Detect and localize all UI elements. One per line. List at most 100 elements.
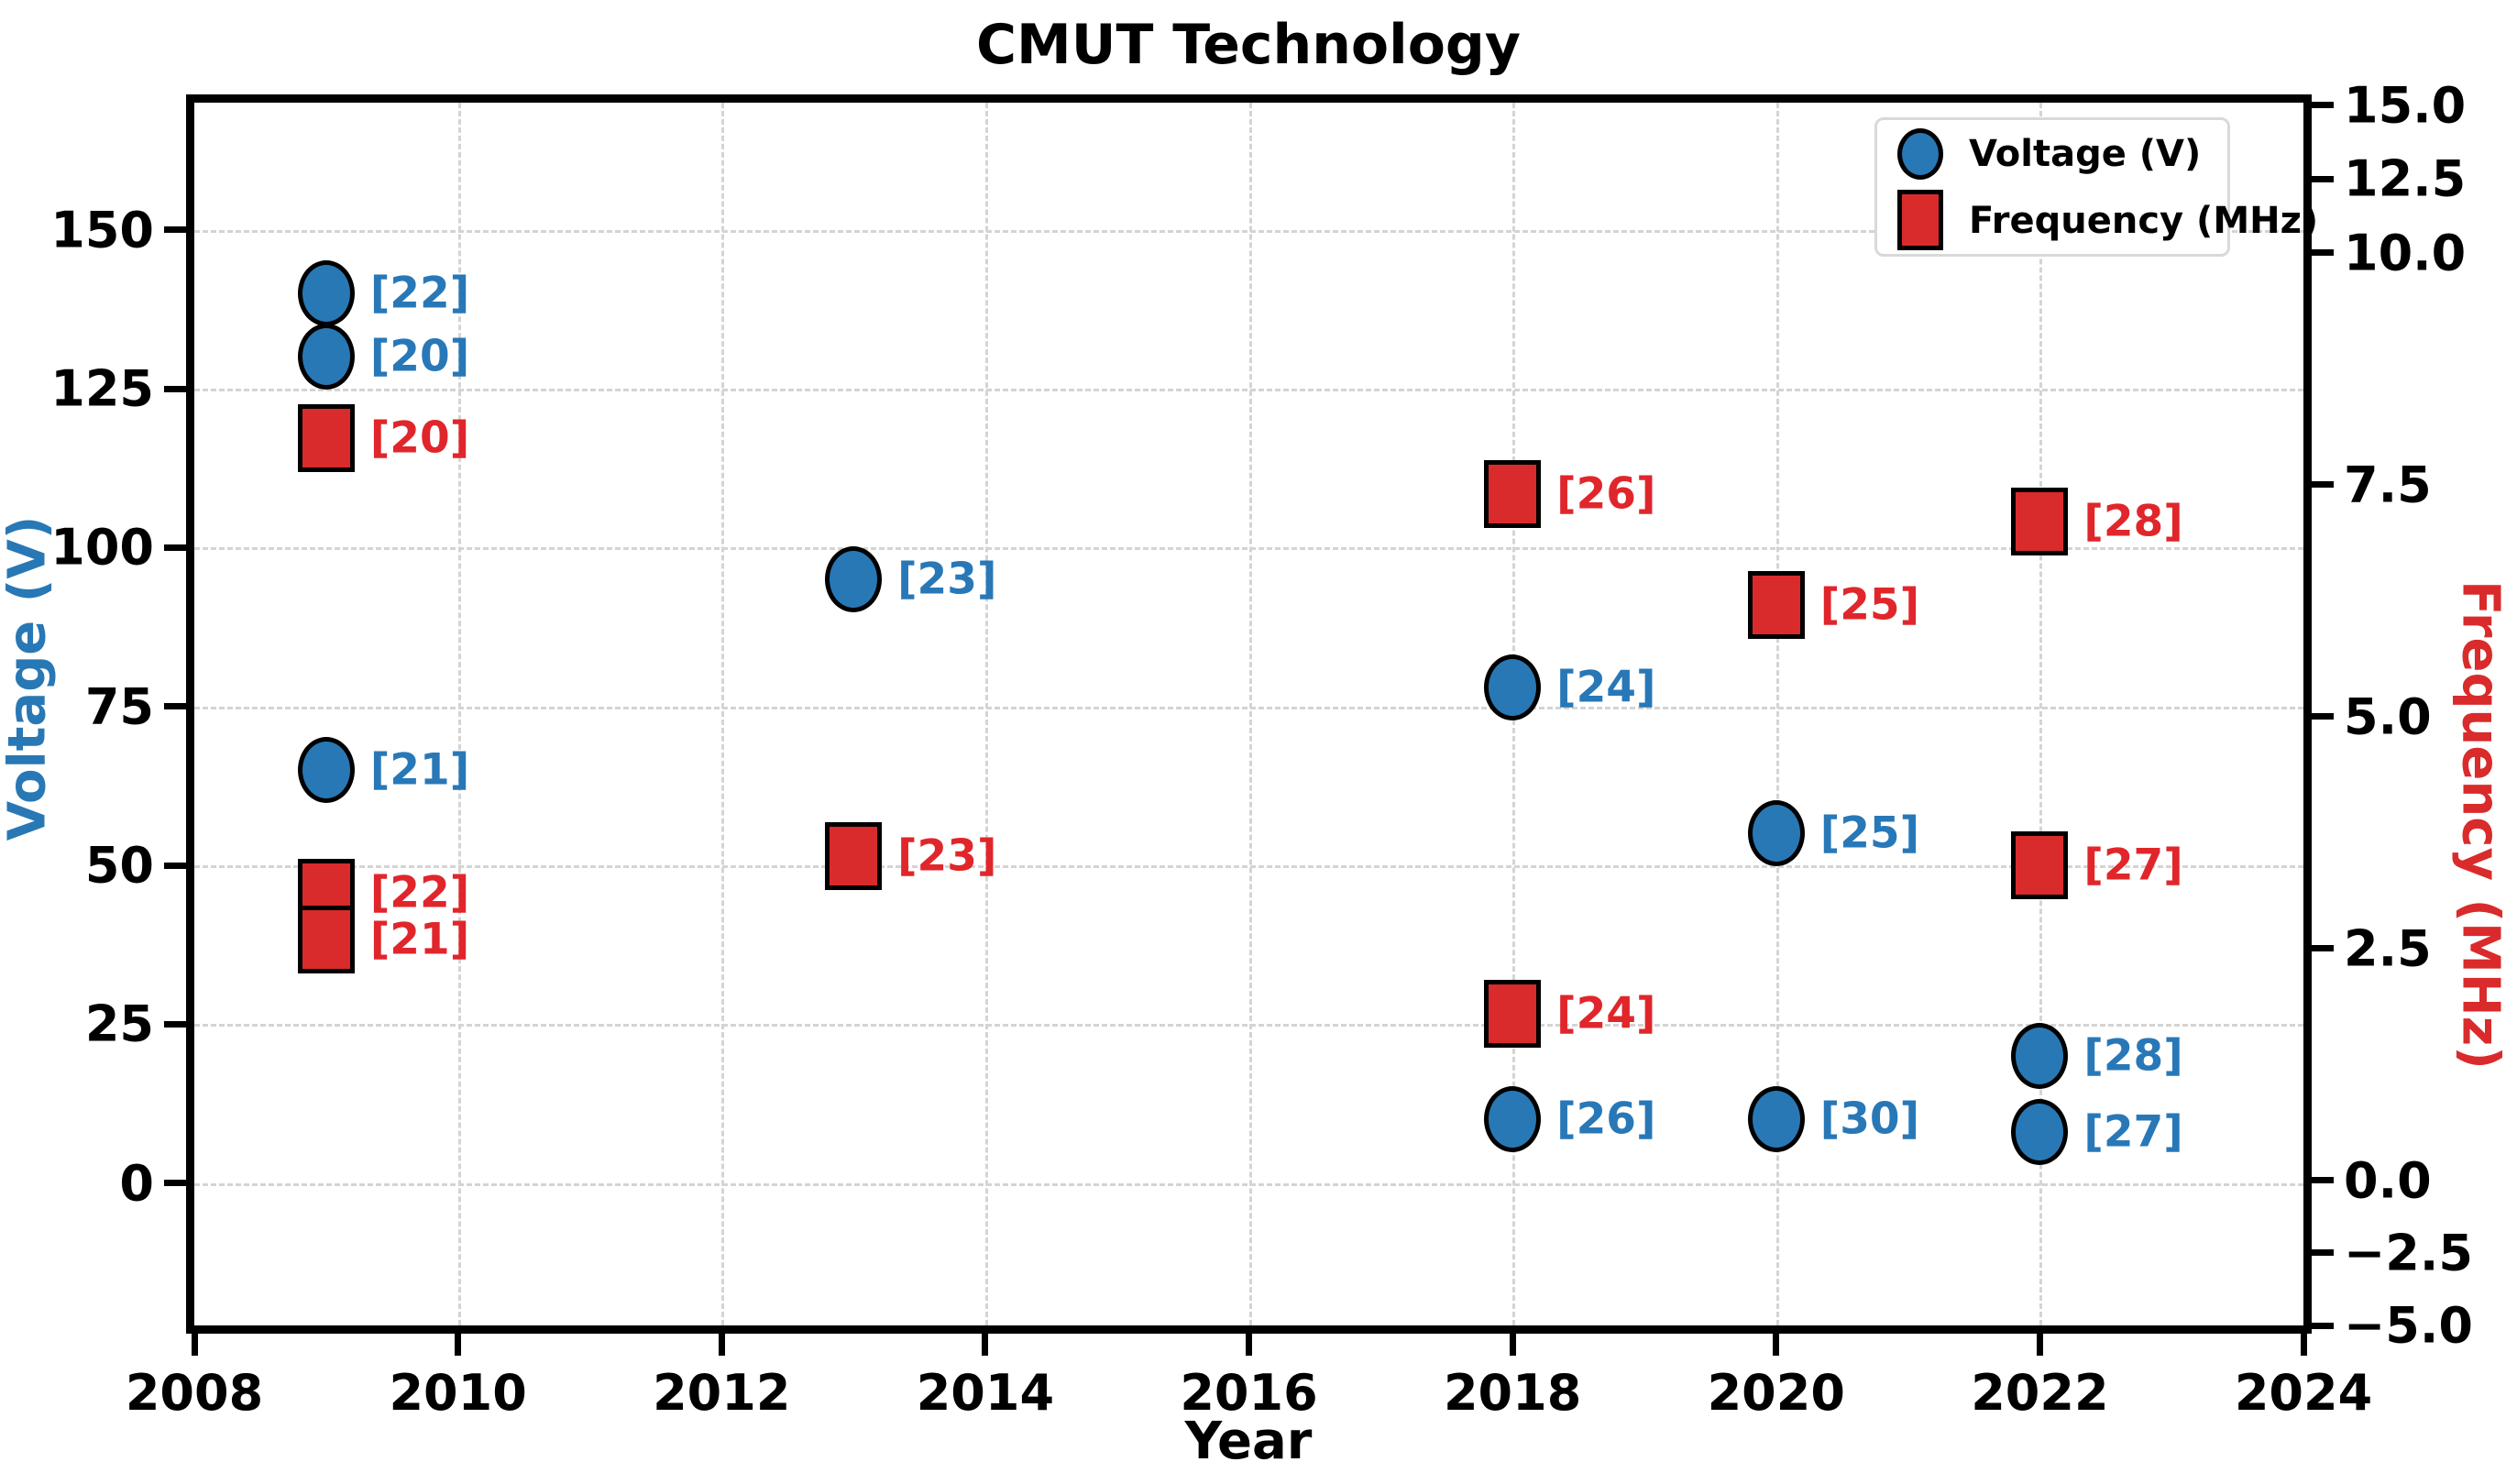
left-tick-100	[164, 544, 186, 551]
x-tick-label-2016: 2016	[1180, 1364, 1318, 1422]
frequency-point-2018-[24]	[1484, 979, 1542, 1048]
gridline-voltage-0	[194, 1182, 2303, 1186]
point-ref-label: [25]	[1819, 808, 1920, 859]
point-ref-label: [30]	[1819, 1094, 1920, 1145]
voltage-point-2022-[28]	[2011, 1023, 2069, 1090]
left-tick-0	[164, 1180, 186, 1187]
voltage-point-2009-[21]	[297, 737, 355, 803]
left-tick-50	[164, 862, 186, 869]
voltage-point-2018-[24]	[1484, 654, 1542, 720]
voltage-point-2018-[26]	[1484, 1086, 1542, 1153]
x-tick-label-2010: 2010	[389, 1364, 527, 1422]
left-axis-title: Voltage (V)	[0, 515, 58, 841]
point-ref-label: [24]	[1556, 662, 1656, 713]
plot-spine-top	[186, 94, 2312, 103]
gridline-voltage-25	[194, 1024, 2303, 1028]
left-tick-150	[164, 226, 186, 234]
point-ref-label: [28]	[2083, 1030, 2183, 1082]
x-tick-label-2022: 2022	[1971, 1364, 2109, 1422]
voltage-point-2009-[22]	[297, 260, 355, 326]
left-tick-125	[164, 385, 186, 392]
right-tick-label-10: 10.0	[2344, 224, 2467, 282]
x-tick-label-2024: 2024	[2234, 1364, 2373, 1422]
legend-label-0: Voltage (V)	[1969, 132, 2202, 175]
point-ref-label: [27]	[2083, 1106, 2183, 1158]
voltage-point-2020-[25]	[1747, 800, 1805, 867]
frequency-point-2009-[21]	[297, 905, 355, 973]
gridline-voltage-125	[194, 389, 2303, 391]
point-ref-label: [20]	[369, 412, 470, 464]
voltage-point-2009-[20]	[297, 324, 355, 390]
right-tick-5	[2312, 713, 2334, 720]
chart-title: CMUT Technology	[976, 13, 1521, 77]
legend-label-1: Frequency (MHz)	[1969, 199, 2319, 242]
plot-spine-left	[186, 94, 194, 1334]
point-ref-label: [27]	[2083, 840, 2183, 891]
legend-marker-circle	[1897, 128, 1943, 180]
legend: Voltage (V) Frequency (MHz)	[1874, 117, 2318, 257]
x-tick-2008	[191, 1334, 198, 1356]
right-tick--5	[2312, 1322, 2334, 1329]
x-axis-title: Year	[1184, 1412, 1313, 1471]
left-tick-label-75: 75	[84, 677, 154, 736]
frequency-point-2018-[26]	[1484, 459, 1542, 528]
x-tick-label-2008: 2008	[125, 1364, 264, 1422]
x-tick-label-2012: 2012	[653, 1364, 791, 1422]
left-tick-label-125: 125	[50, 359, 154, 418]
plot-area: [22] [20] [21] [23] [24] [26] [25] [30] [28] [27]…	[50, 76, 2473, 1422]
x-tick-2018	[1509, 1334, 1516, 1356]
voltage-point-2022-[27]	[2011, 1099, 2069, 1166]
right-tick-15	[2312, 102, 2334, 109]
right-tick-label-12.5: 12.5	[2344, 149, 2467, 208]
frequency-point-2020-[25]	[1747, 571, 1805, 640]
x-tick-2010	[455, 1334, 462, 1356]
left-tick-label-0: 0	[119, 1154, 154, 1213]
point-ref-label: [22]	[369, 268, 470, 319]
point-ref-label: [23]	[897, 554, 997, 605]
right-tick-label--5: −5.0	[2344, 1296, 2473, 1355]
point-ref-label: [23]	[897, 830, 997, 882]
legend-row-0: Voltage (V)	[1877, 120, 2227, 187]
point-ref-label: [24]	[1556, 988, 1656, 1039]
gridline-year-2016	[1248, 103, 1252, 1325]
point-ref-label: [26]	[1556, 1094, 1656, 1145]
right-tick--2.5	[2312, 1249, 2334, 1257]
x-tick-2014	[982, 1334, 989, 1356]
left-tick-label-50: 50	[84, 836, 154, 895]
right-axis-title: Frequency (MHz)	[2450, 580, 2511, 1070]
point-ref-label: [28]	[2083, 496, 2183, 547]
frequency-point-2013-[23]	[825, 821, 883, 890]
plot-spine-bottom	[186, 1325, 2312, 1334]
x-tick-2022	[2036, 1334, 2043, 1356]
left-tick-75	[164, 703, 186, 710]
frequency-point-2022-[27]	[2011, 830, 2069, 899]
left-tick-25	[164, 1020, 186, 1028]
gridline-year-2014	[984, 103, 988, 1325]
gridline-voltage-75	[194, 706, 2303, 709]
x-tick-2012	[718, 1334, 725, 1356]
x-tick-2020	[1773, 1334, 1780, 1356]
gridline-voltage-50	[194, 865, 2303, 869]
voltage-point-2020-[30]	[1747, 1086, 1805, 1153]
right-tick-12.5	[2312, 175, 2334, 182]
point-ref-label: [20]	[369, 331, 470, 382]
right-tick-7.5	[2312, 481, 2334, 489]
x-tick-2016	[1246, 1334, 1252, 1356]
x-tick-label-2020: 2020	[1707, 1364, 1845, 1422]
point-ref-label: [25]	[1819, 579, 1920, 631]
right-tick-10	[2312, 249, 2334, 257]
point-ref-label: [21]	[369, 914, 470, 965]
voltage-point-2013-[23]	[825, 546, 883, 612]
right-tick-label--2.5: −2.5	[2344, 1224, 2473, 1282]
right-tick-label-2.5: 2.5	[2344, 919, 2432, 978]
frequency-point-2009-[20]	[297, 404, 355, 473]
legend-row-1: Frequency (MHz)	[1877, 187, 2318, 254]
right-tick-label-15: 15.0	[2344, 76, 2467, 135]
plot-spine-right	[2303, 94, 2312, 1334]
left-tick-label-25: 25	[84, 995, 154, 1053]
left-tick-label-100: 100	[50, 518, 154, 577]
x-tick-2024	[2300, 1334, 2307, 1356]
legend-marker-square	[1897, 190, 1943, 250]
x-tick-label-2018: 2018	[1443, 1364, 1582, 1422]
